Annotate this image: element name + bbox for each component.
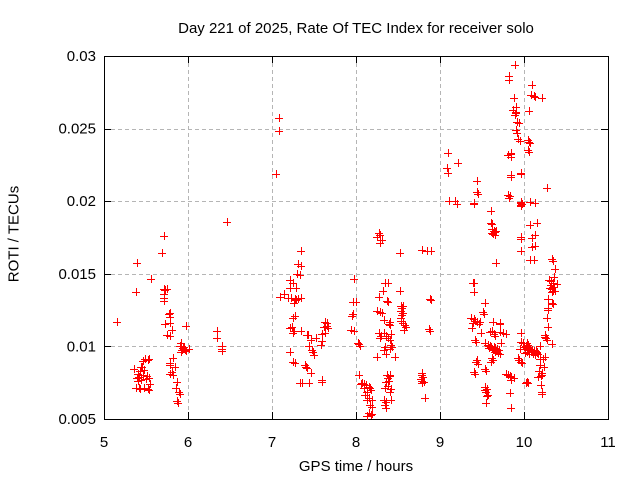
chart-title: Day 221 of 2025, Rate Of TEC Index for r…	[178, 20, 534, 37]
x-tick-label: 8	[352, 434, 360, 451]
y-tick-label: 0.01	[67, 338, 96, 355]
x-tick-label: 11	[600, 434, 616, 451]
y-tick-label: 0.015	[58, 266, 96, 283]
x-tick-label: 10	[516, 434, 533, 451]
y-tick-label: 0.005	[58, 411, 96, 428]
x-axis-label: GPS time / hours	[298, 458, 414, 475]
axis-ticks	[104, 56, 609, 420]
x-tick-label: 9	[436, 434, 444, 451]
data-points	[113, 61, 561, 420]
x-tick-labels: 5 6 7 8 9 10 11	[100, 434, 616, 451]
y-tick-label: 0.03	[67, 48, 96, 65]
y-tick-labels: 0.005 0.01 0.015 0.02 0.025 0.03	[58, 48, 96, 428]
x-tick-label: 5	[100, 434, 108, 451]
x-tick-label: 6	[184, 434, 192, 451]
y-tick-label: 0.02	[67, 193, 96, 210]
x-tick-label: 7	[268, 434, 276, 451]
y-tick-label: 0.025	[58, 121, 96, 138]
